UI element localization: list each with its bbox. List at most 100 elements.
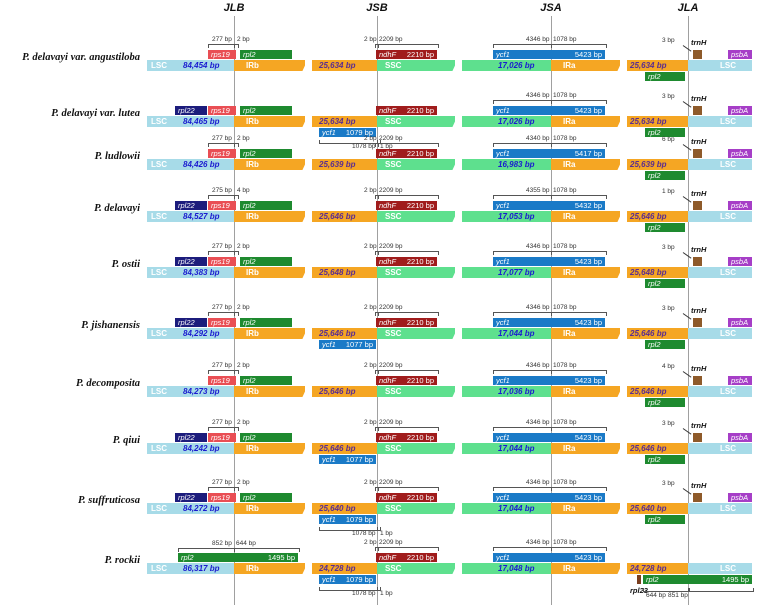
rps19-bracket-right (234, 251, 239, 255)
irb-segment-2: 25,639 bp (312, 159, 377, 170)
species-name: P. decomposita (76, 378, 140, 389)
ycf1-gene-size: 5423 bp (574, 553, 602, 562)
trnh-label: trnH (691, 421, 707, 430)
irb-segment-2: 25,640 bp (312, 503, 377, 514)
species-name: P. qiui (112, 435, 140, 446)
ssc-segment-2-length: 16,983 bp (498, 160, 535, 169)
ycf1-fragment-gene-name: ycf1 (322, 455, 336, 464)
lsc-segment: LSC 84,426 bp (147, 159, 234, 170)
ira-segment-2-length: 25,646 bp (630, 212, 667, 221)
irb-segment-label: IRb (246, 329, 259, 338)
ndhf-dist-left: 2 bp (364, 36, 377, 43)
ssc-segment: SSC (377, 116, 455, 127)
ycf1-gene-name: ycf1 (496, 201, 510, 210)
ycf1-gene: ycf1 5423 bp (493, 318, 605, 327)
irb-segment-2: 25,634 bp (312, 60, 377, 71)
ycf1-bracket-left (493, 547, 552, 551)
ndhf-bracket-right (378, 44, 439, 48)
trnh-dist: 3 bp (662, 244, 675, 251)
rpl2-ira-gene: rpl2 (645, 171, 685, 180)
ira-segment-label: IRa (563, 160, 576, 169)
rps19-gene: rps19 (208, 433, 236, 442)
species-name: P. rockii (104, 555, 140, 566)
lsc-segment-2: LSC (688, 116, 752, 127)
ira-segment-label: IRa (563, 564, 576, 573)
ira-segment-2-length: 24,728 bp (630, 564, 667, 573)
ycf1-gene: ycf1 5423 bp (493, 433, 605, 442)
rpl2-gene-name: rpl2 (181, 553, 194, 562)
rpl2-ira-gene-name: rpl2 (648, 171, 661, 180)
psba-gene: psbA (728, 257, 752, 266)
ssc-segment: SSC (377, 386, 455, 397)
rpl22-gene-name: rpl22 (178, 493, 195, 502)
ndhf-dist-right: 2209 bp (379, 479, 403, 486)
lsc-segment: LSC 84,527 bp (147, 211, 234, 222)
rpl2-gene: rpl2 (240, 433, 292, 442)
species-row: P. decomposita LSC 84,273 bp IRb 25,646 bp SS… (0, 362, 758, 426)
ira-segment-2-length: 25,646 bp (630, 444, 667, 453)
irb-segment: IRb (234, 60, 305, 71)
rps19-gene-name: rps19 (211, 50, 230, 59)
rps19-bracket-right (234, 195, 239, 199)
ndhf-gene-name: ndhF (379, 50, 397, 59)
lsc-segment-2: LSC (688, 159, 752, 170)
rpl2-ira-gene-name: rpl2 (648, 398, 661, 407)
ndhf-gene-size: 2210 bp (406, 257, 434, 266)
rps19-gene: rps19 (208, 149, 236, 158)
lsc-segment-label: LSC (151, 212, 167, 221)
junction-label-jla: JLA (677, 2, 699, 14)
lsc-segment-2: LSC (688, 563, 752, 574)
irb-segment-label: IRb (246, 117, 259, 126)
rpl2-ira-gene: rpl2 (645, 340, 685, 349)
ndhf-gene-size: 2210 bp (406, 376, 434, 385)
ycf1-dist-left: 4346 bp (526, 539, 550, 546)
trnh-label: trnH (691, 189, 707, 198)
ssc-segment: SSC (377, 159, 455, 170)
ira-segment: IRa (551, 386, 620, 397)
ira-segment: IRa (551, 267, 620, 278)
ira-segment-2: 25,639 bp (627, 159, 688, 170)
rps19-dist-left: 277 bp (212, 419, 232, 426)
lsc-segment-2-label: LSC (720, 387, 736, 396)
ycf1-gene-size: 5423 bp (574, 433, 602, 442)
ssc-segment-2: 17,044 bp (462, 503, 551, 514)
rpl2-ira-gene: rpl2 (645, 128, 685, 137)
ycf1-gene: ycf1 5423 bp (493, 493, 605, 502)
ssc-segment-label: SSC (385, 61, 402, 70)
ndhf-gene-size: 2210 bp (406, 106, 434, 115)
ycf1-bracket-right (551, 251, 607, 255)
ndhf-dist-left: 2 bp (364, 479, 377, 486)
ycf1-fragment-gene-size: 1079 bp (345, 575, 373, 584)
ndhf-bracket-right (378, 547, 439, 551)
irb-segment-2-length: 25,648 bp (319, 268, 356, 277)
ira-segment-2: 24,728 bp (627, 563, 688, 574)
ndhf-gene-size: 2210 bp (406, 433, 434, 442)
psba-gene: psbA (728, 149, 752, 158)
trnh-label: trnH (691, 137, 707, 146)
ssc-segment-2: 17,026 bp (462, 60, 551, 71)
rps19-gene-name: rps19 (211, 257, 230, 266)
ndhf-dist-left: 2 bp (364, 362, 377, 369)
lsc-segment-2: LSC (688, 328, 752, 339)
rpl2-gene: rpl2 1495 bp (178, 553, 298, 562)
rpl2-bracket-left (178, 548, 235, 552)
ira-segment-label: IRa (563, 387, 576, 396)
irb-segment-2-length: 25,646 bp (319, 329, 356, 338)
trnh-dist: 3 bp (662, 480, 675, 487)
rps19-gene: rps19 (208, 106, 236, 115)
ycf1-gene-size: 5417 bp (574, 149, 602, 158)
ndhf-gene: ndhF 2210 bp (376, 433, 437, 442)
rps19-dist-left: 277 bp (212, 135, 232, 142)
trnh-dist: 4 bp (662, 363, 675, 370)
ira-segment: IRa (551, 211, 620, 222)
rpl2-ira-gene: rpl2 (645, 455, 685, 464)
ycf1-frag-bracket-right (377, 587, 381, 591)
trnh-dist: 3 bp (662, 420, 675, 427)
ssc-segment-2: 17,053 bp (462, 211, 551, 222)
ssc-segment-2: 16,983 bp (462, 159, 551, 170)
irb-segment: IRb (234, 503, 305, 514)
rpl2-gene: rpl2 (240, 318, 292, 327)
rps19-gene: rps19 (208, 50, 236, 59)
trnh-label: trnH (691, 306, 707, 315)
rpl2-ira-gene-name: rpl2 (648, 72, 661, 81)
